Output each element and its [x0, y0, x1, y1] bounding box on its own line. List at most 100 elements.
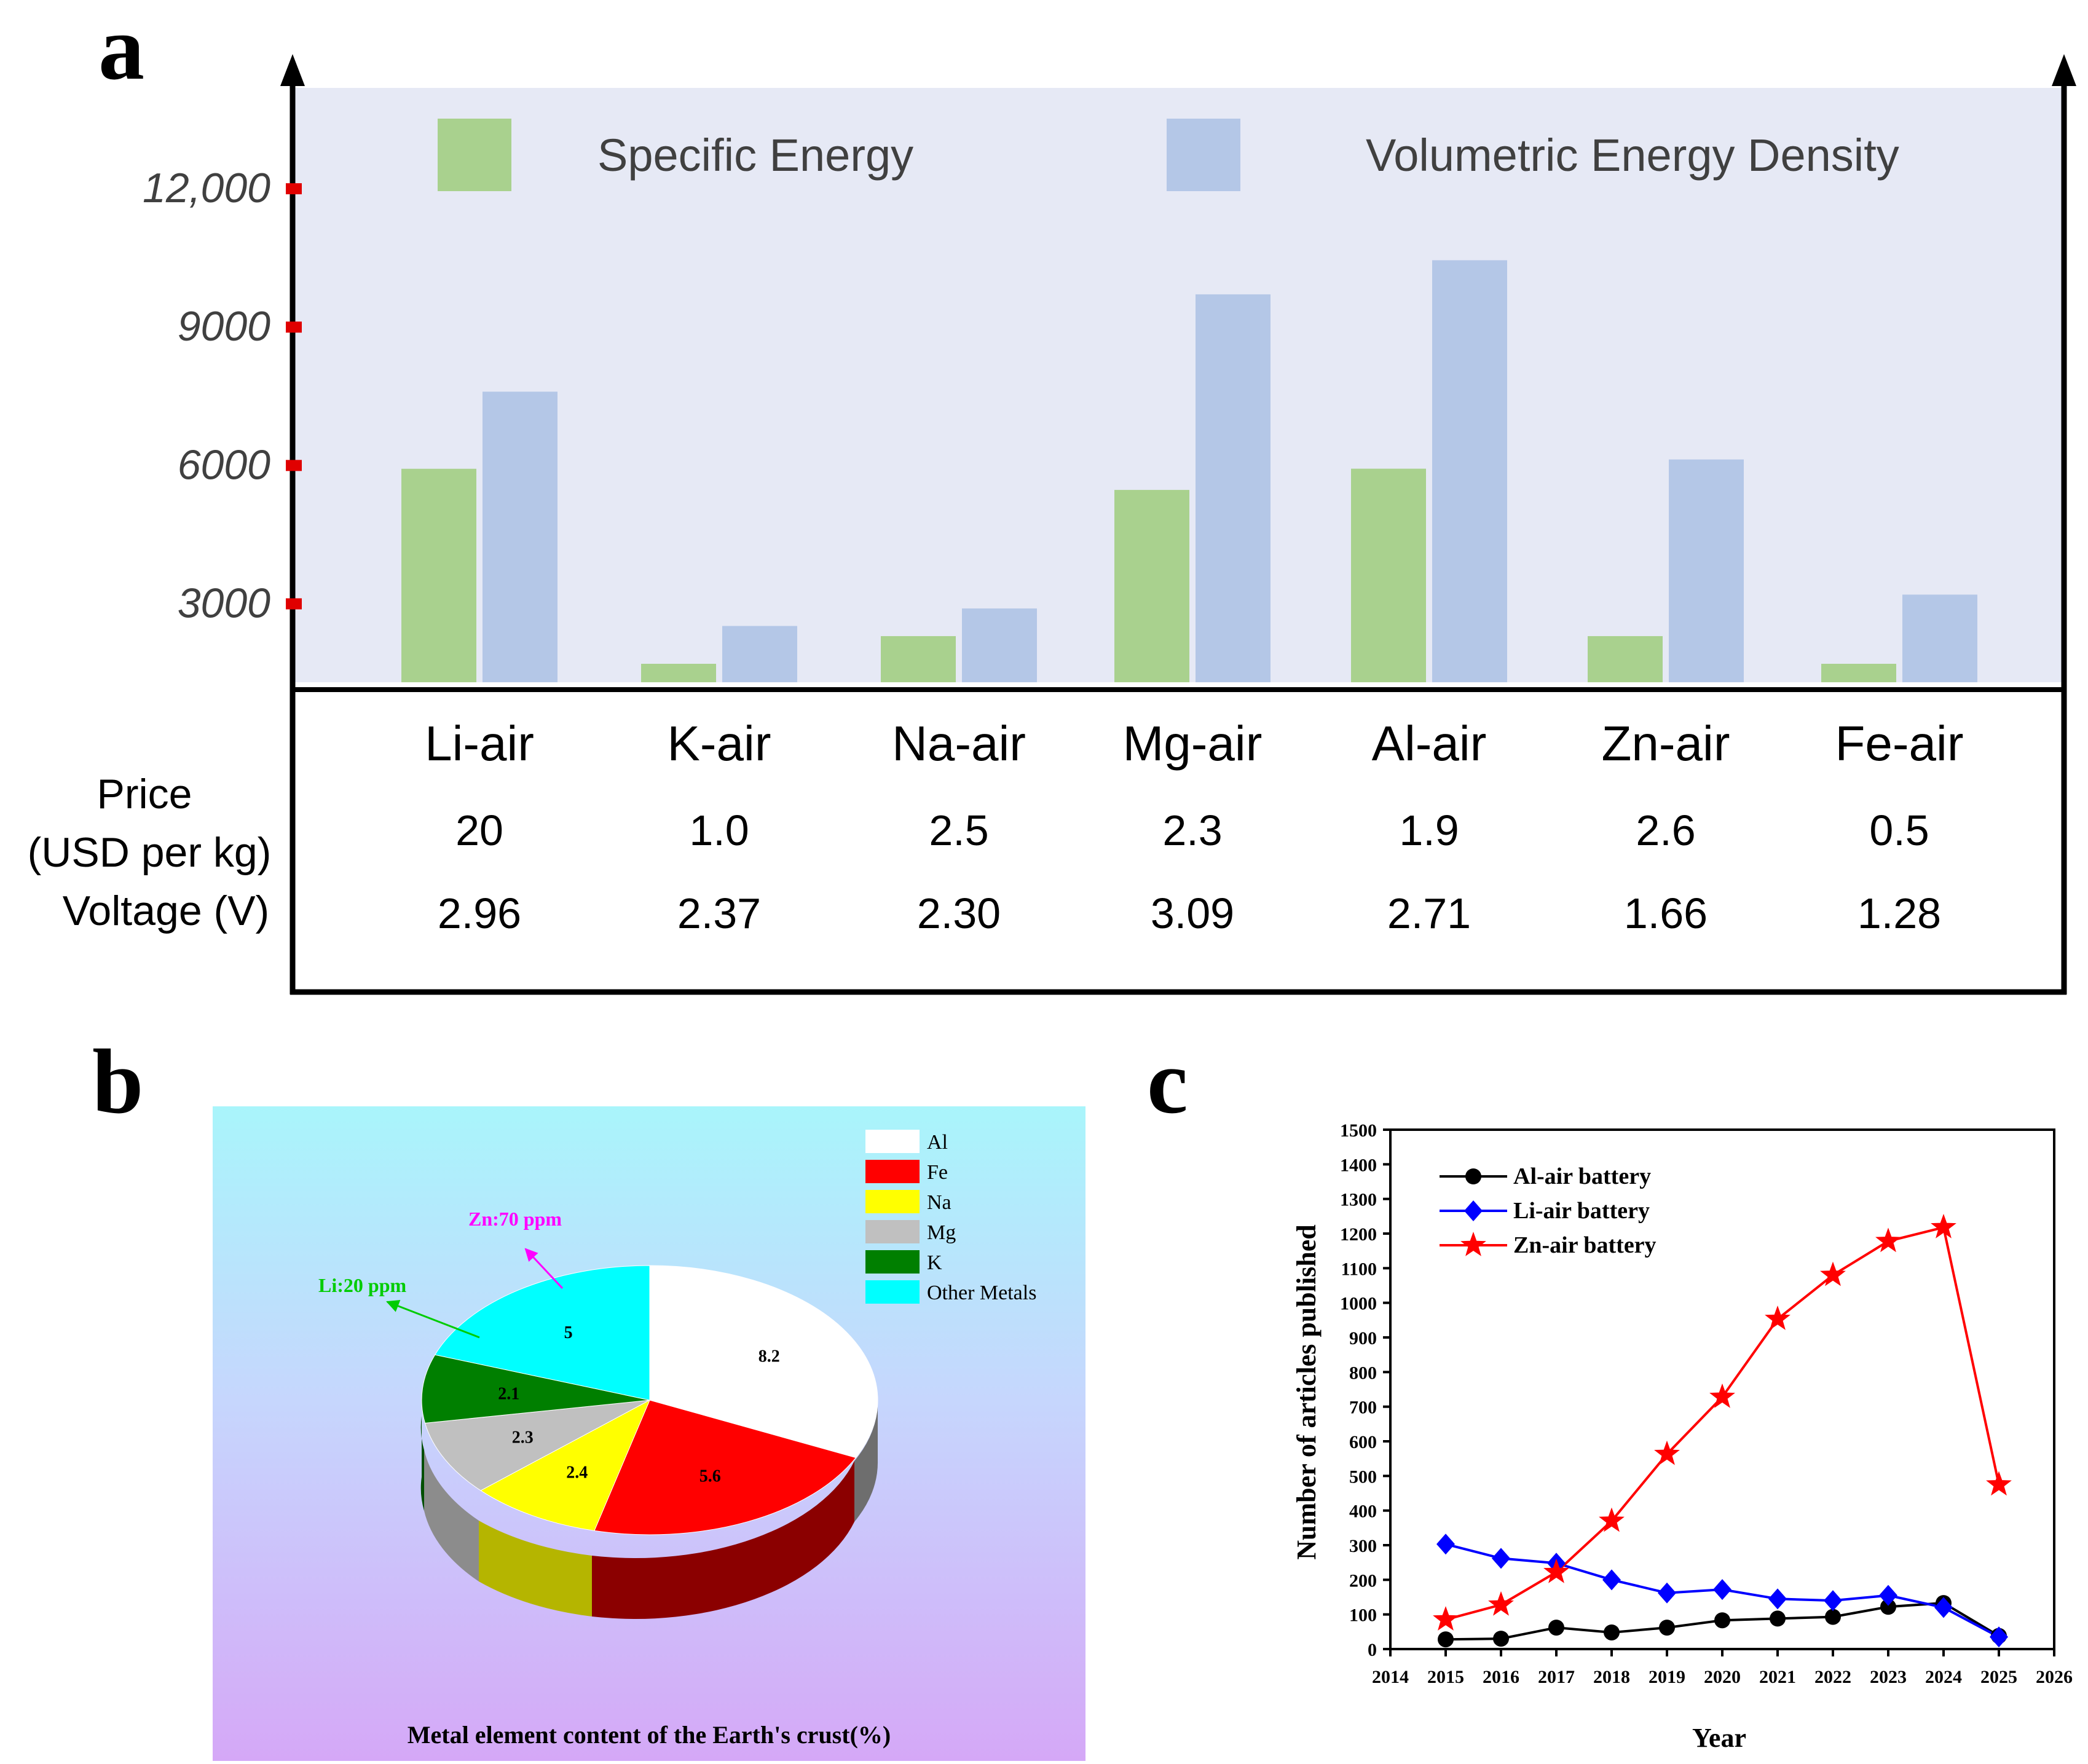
point-zn-air-battery-2019: [1654, 1440, 1680, 1465]
y-tick-label-1200: 1200: [1340, 1224, 1377, 1245]
x-tick-label-2025: 2025: [1980, 1667, 2017, 1687]
y-tick-label-2: 9000: [178, 303, 270, 350]
x-axis-title-c: Year: [1692, 1723, 1746, 1753]
table-cell-0-na-air: 2.5: [929, 806, 988, 854]
y-tick-label-600: 600: [1349, 1432, 1377, 1452]
pie-value-other-metals: 5: [564, 1323, 573, 1342]
point-zn-air-battery-2015: [1433, 1606, 1459, 1631]
table-cell-0-zn-air: 2.6: [1636, 806, 1695, 854]
row-label-price-line2: (USD per kg): [28, 829, 272, 876]
pie-value-mg: 2.3: [512, 1428, 534, 1447]
bar-volumetric-energy-density-fe-air: [1902, 594, 1977, 682]
point-al-air-battery-2015: [1438, 1631, 1454, 1648]
bar-volumetric-energy-density-zn-air: [1669, 459, 1744, 682]
point-zn-air-battery-2020: [1709, 1383, 1735, 1408]
x-tick-label-2026: 2026: [2036, 1667, 2073, 1687]
pie-value-k: 2.1: [498, 1384, 519, 1403]
x-tick-label-2022: 2022: [1814, 1667, 1851, 1687]
legend-label-volumetric-energy-density: Volumetric Energy Density: [1366, 130, 1899, 181]
panel-b-pie-chart: b 8.2 5.6 2.4 2.3 2.1 5 Zn:70 ppm Li:20 ppm A…: [92, 1031, 1085, 1761]
legend-label-k: K: [927, 1251, 942, 1274]
y-axis-ticks-a: 3000 6000 9000 12,000: [143, 165, 302, 626]
table-cell-0-fe-air: 0.5: [1869, 806, 1929, 854]
point-li-air-battery-2025: [1990, 1626, 2008, 1648]
y-tick-label-200: 200: [1349, 1570, 1377, 1591]
bar-specific-energy-zn-air: [1588, 636, 1663, 682]
point-li-air-battery-2023: [1879, 1585, 1897, 1606]
pie-title: Metal element content of the Earth's cru…: [408, 1721, 891, 1749]
x-tick-label-2017: 2017: [1538, 1667, 1575, 1687]
y-tick-label-1000: 1000: [1340, 1294, 1377, 1314]
panel-label-b: b: [92, 1031, 143, 1133]
category-label-al-air: Al-air: [1372, 716, 1487, 771]
pie-side-fe: [592, 1461, 854, 1620]
pie-side-faces: [420, 1400, 878, 1620]
category-label-mg-air: Mg-air: [1123, 716, 1263, 771]
legend-marker-li-air-battery: [1464, 1200, 1483, 1221]
point-al-air-battery-2021: [1770, 1610, 1786, 1627]
pie-side-al: [854, 1400, 878, 1522]
pie-slice-fe: [594, 1400, 857, 1535]
point-al-air-battery-2018: [1604, 1624, 1620, 1640]
bar-specific-energy-al-air: [1351, 468, 1426, 682]
pie-slices: 8.2 5.6 2.4 2.3 2.1 5: [421, 1265, 878, 1535]
y-tick-label-1300: 1300: [1340, 1190, 1377, 1210]
point-al-air-battery-2019: [1659, 1620, 1675, 1636]
y-tick-label-900: 900: [1349, 1328, 1377, 1349]
table-cell-0-li-air: 20: [455, 806, 503, 854]
legend-swatch-mg: [865, 1220, 920, 1243]
row-label-voltage: Voltage (V): [63, 888, 269, 934]
y-tick-marker-1: [286, 460, 302, 471]
point-zn-air-battery-2018: [1599, 1507, 1625, 1532]
y-tick-label-1100: 1100: [1341, 1259, 1377, 1279]
y-tick-label-1: 6000: [178, 441, 270, 488]
table-cell-1-k-air: 2.37: [677, 889, 761, 937]
li-annotation: Li:20 ppm: [318, 1274, 406, 1296]
x-tick-label-2019: 2019: [1649, 1667, 1685, 1687]
y-tick-label-100: 100: [1349, 1605, 1377, 1626]
y-tick-marker-0: [286, 598, 302, 610]
panel-a-bar-chart: a 3000 6000 9000 12,000 Specific Energy Vol…: [28, 0, 2076, 995]
point-li-air-battery-2018: [1602, 1569, 1621, 1591]
pie-slice-na: [480, 1399, 651, 1531]
y-tick-label-700: 700: [1349, 1398, 1377, 1418]
legend-swatch-volumetric-energy-density: [1167, 119, 1240, 191]
legend-label-mg: Mg: [927, 1221, 956, 1244]
table-cell-1-mg-air: 3.09: [1151, 889, 1234, 937]
table-cell-1-al-air: 2.71: [1387, 889, 1471, 937]
point-li-air-battery-2022: [1824, 1590, 1842, 1612]
point-li-air-battery-2016: [1492, 1548, 1510, 1569]
point-li-air-battery-2021: [1768, 1588, 1787, 1610]
point-zn-air-battery-2021: [1765, 1305, 1791, 1330]
y-tick-label-800: 800: [1349, 1363, 1377, 1383]
axis-ticks-c: 2014 2015 2016 2017 2018 2019 2020 2021 2022 2023…: [1340, 1120, 2073, 1687]
zn-annotation-arrow: [524, 1248, 564, 1290]
point-al-air-battery-2023: [1880, 1599, 1896, 1615]
pie-legend: Al Fe Na Mg K Other Metals: [865, 1130, 1036, 1304]
category-label-zn-air: Zn-air: [1602, 716, 1730, 771]
legend-label-na: Na: [927, 1191, 951, 1214]
y-axis-title-c: Number of articles published: [1291, 1224, 1322, 1560]
point-li-air-battery-2020: [1713, 1579, 1731, 1601]
y-tick-label-500: 500: [1349, 1467, 1377, 1487]
pie-value-na: 2.4: [566, 1463, 588, 1482]
table-cell-1-li-air: 2.96: [438, 889, 521, 937]
point-zn-air-battery-2017: [1543, 1558, 1569, 1583]
table-cell-1-zn-air: 1.66: [1624, 889, 1708, 937]
table-cell-0-k-air: 1.0: [689, 806, 749, 854]
legend-swatch-k: [865, 1250, 920, 1274]
bar-specific-energy-k-air: [641, 663, 716, 682]
pie-side-na: [479, 1521, 592, 1616]
x-tick-label-2024: 2024: [1925, 1667, 1962, 1687]
point-zn-air-battery-2025: [1986, 1471, 2012, 1496]
category-label-li-air: Li-air: [425, 716, 534, 771]
zn-annotation: Zn:70 ppm: [468, 1208, 562, 1230]
y-tick-label-1400: 1400: [1340, 1155, 1377, 1175]
legend-label-zn-air-battery: Zn-air battery: [1513, 1232, 1657, 1258]
x-tick-label-2020: 2020: [1704, 1667, 1741, 1687]
legend-swatch-fe: [865, 1160, 920, 1183]
up-arrow-right: [2052, 54, 2076, 86]
legend-label-al-air-battery: Al-air battery: [1513, 1164, 1651, 1189]
bar-volumetric-energy-density-al-air: [1432, 260, 1507, 682]
table-values-a: 20 1.0 2.5 2.3 1.9 2.6 0.5 2.96 2.37 2.30 3.09 2.71…: [438, 806, 1941, 937]
